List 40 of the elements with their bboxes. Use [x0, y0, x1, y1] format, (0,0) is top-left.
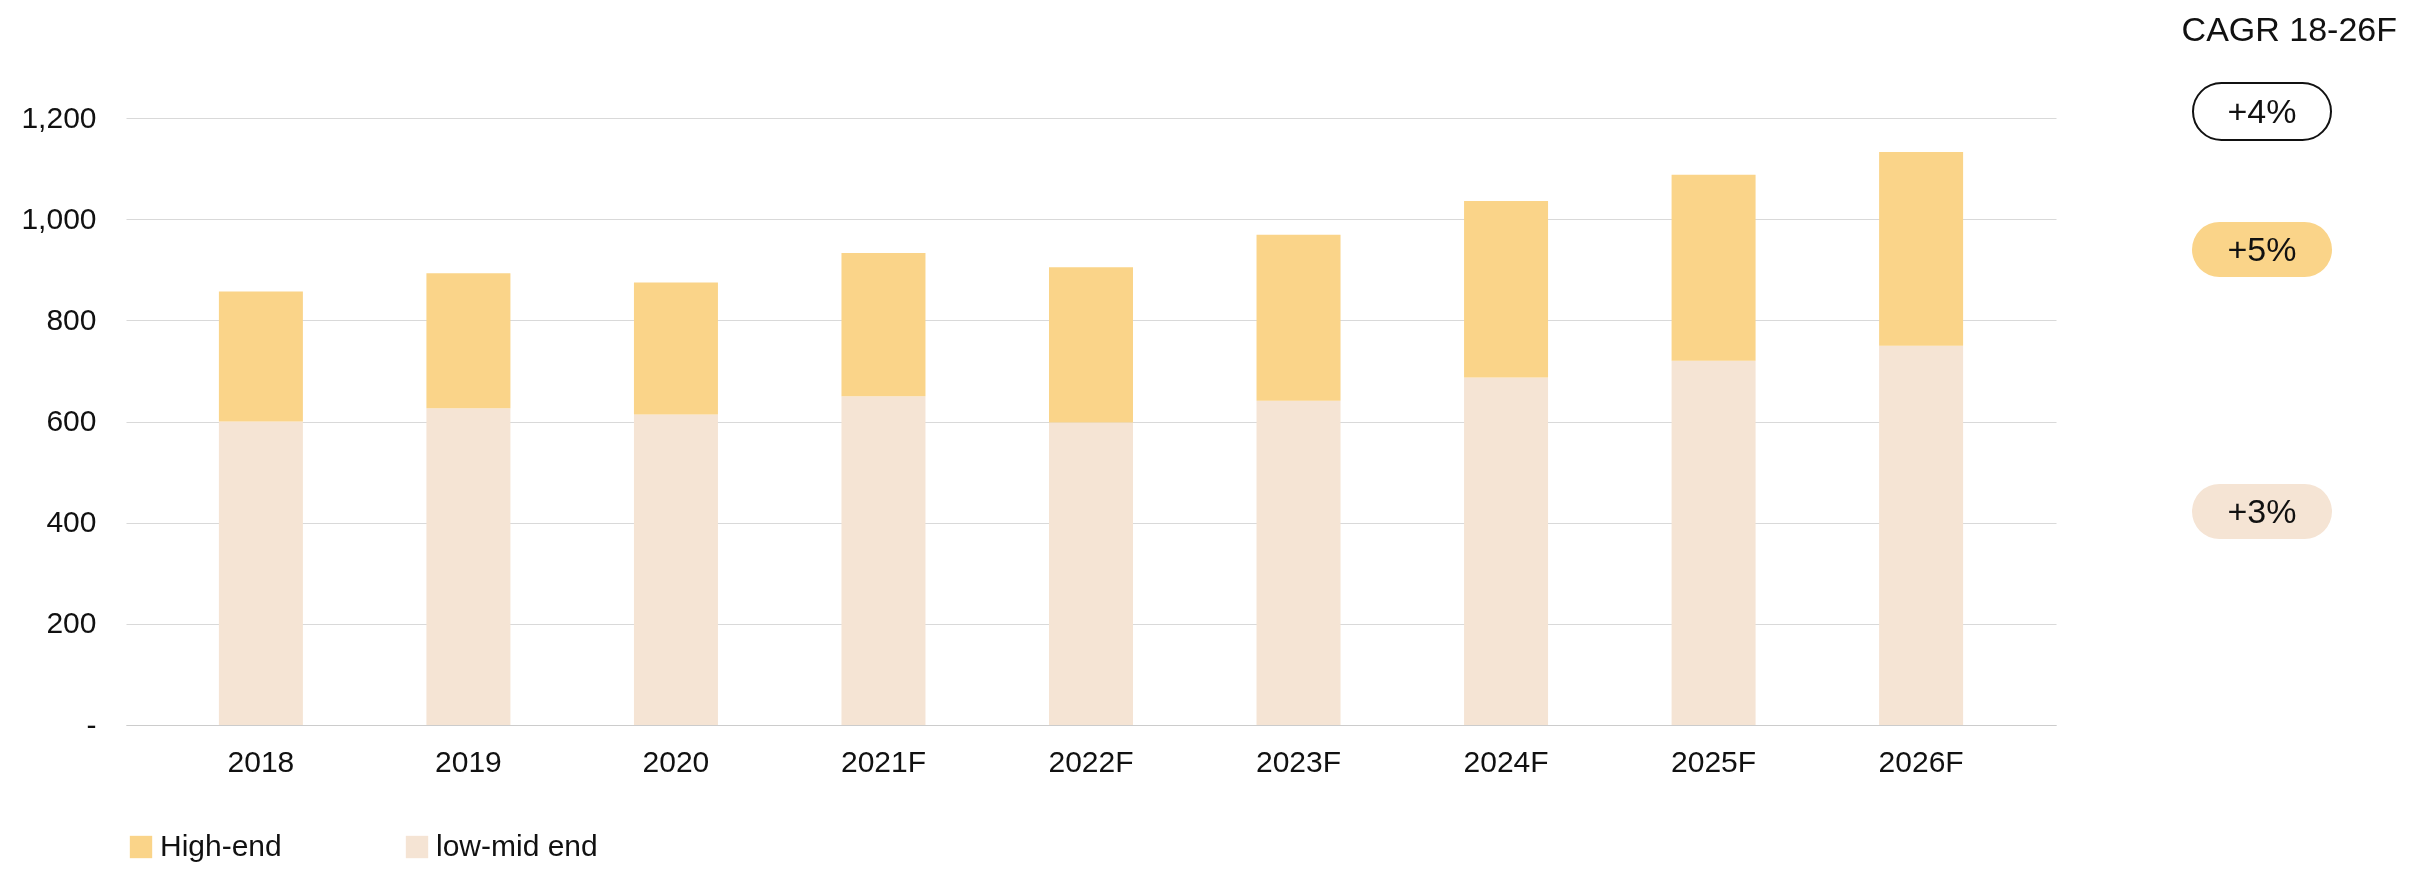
bar [1879, 345, 1964, 725]
bar [633, 414, 718, 725]
bar [841, 396, 926, 725]
bar [1879, 151, 1964, 346]
text: +3% [2192, 484, 2332, 539]
x-tick-label: 2024F [1463, 744, 1549, 778]
y-tick-label: - [86, 707, 97, 741]
bar [1049, 422, 1133, 725]
x-tick-label: 2020 [642, 744, 710, 778]
y-tick-label: 600 [46, 404, 97, 437]
x-tick-label: 2026F [1878, 744, 1964, 778]
x-tick-label: 2018 [227, 744, 295, 778]
bar [426, 273, 511, 409]
bar [1671, 360, 1756, 725]
legend-label: High-end [160, 829, 282, 862]
bar [1049, 267, 1133, 423]
y-tick-label: 1,200 [21, 100, 97, 134]
bar [218, 291, 303, 422]
legend-label: low-mid end [436, 829, 598, 862]
x-tick-label: 2019 [435, 744, 502, 778]
bar [1464, 200, 1549, 378]
bar [841, 253, 926, 397]
y-tick-label: 800 [46, 302, 97, 336]
y-tick-label: 200 [46, 606, 97, 640]
bar [1256, 400, 1341, 725]
bar [426, 408, 511, 725]
x-tick-label: 2021F [840, 744, 927, 778]
x-tick-label: 2023F [1255, 744, 1342, 778]
y-tick-label: 400 [46, 505, 97, 539]
text: CAGR 18-26F [2181, 10, 2397, 49]
x-tick-label: 2025F [1671, 744, 1757, 778]
bar [218, 421, 303, 725]
bar [1671, 174, 1756, 361]
bar [1464, 377, 1549, 725]
text: +5% [2192, 222, 2332, 277]
bar [633, 282, 718, 415]
y-tick-label: 1,000 [21, 201, 97, 235]
text: +4% [2192, 82, 2332, 141]
bar [1256, 234, 1341, 401]
x-tick-label: 2022F [1048, 744, 1134, 778]
